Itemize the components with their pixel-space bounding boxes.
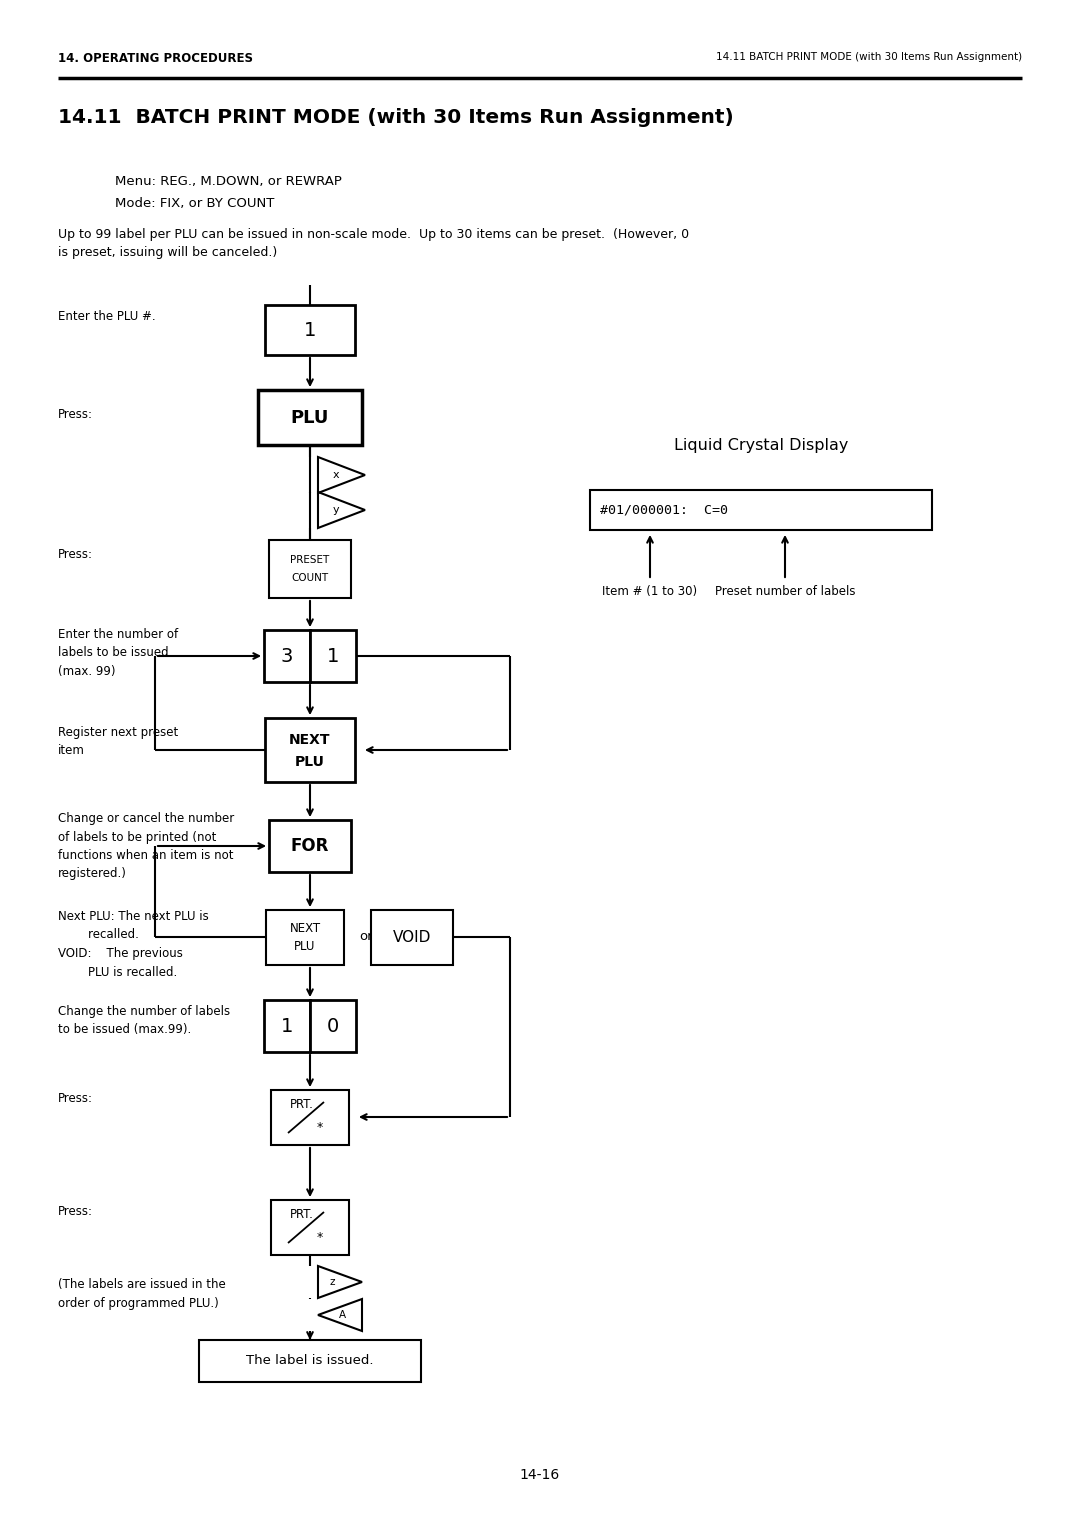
Text: Press:: Press: <box>58 547 93 561</box>
Text: Item # (1 to 30): Item # (1 to 30) <box>603 586 698 598</box>
Text: Mode: FIX, or BY COUNT: Mode: FIX, or BY COUNT <box>114 197 274 210</box>
Text: Change the number of labels
to be issued (max.99).: Change the number of labels to be issued… <box>58 1005 230 1037</box>
Text: PLU: PLU <box>295 755 325 769</box>
Bar <box>590 490 932 531</box>
Bar <box>269 820 351 872</box>
Text: FOR: FOR <box>291 837 329 856</box>
Bar <box>265 305 355 355</box>
Bar <box>310 630 356 682</box>
Bar <box>258 390 362 445</box>
Bar <box>264 1000 310 1052</box>
Text: 0: 0 <box>327 1017 339 1035</box>
Bar <box>265 718 355 782</box>
Text: NEXT: NEXT <box>289 734 330 747</box>
Text: *: * <box>316 1121 323 1133</box>
Text: Up to 99 label per PLU can be issued in non-scale mode.  Up to 30 items can be p: Up to 99 label per PLU can be issued in … <box>58 229 689 259</box>
Text: 3: 3 <box>281 647 293 665</box>
Bar <box>271 1200 349 1255</box>
Text: Liquid Crystal Display: Liquid Crystal Display <box>674 438 848 453</box>
Text: Press:: Press: <box>58 1092 93 1106</box>
Text: *: * <box>316 1231 323 1243</box>
Text: PRT.: PRT. <box>291 1098 314 1110</box>
Text: 14.11 BATCH PRINT MODE (with 30 Items Run Assignment): 14.11 BATCH PRINT MODE (with 30 Items Ru… <box>716 52 1022 63</box>
Text: The label is issued.: The label is issued. <box>246 1354 374 1368</box>
Bar <box>199 1340 421 1382</box>
Text: Next PLU: The next PLU is
        recalled.
VOID:    The previous
        PLU is: Next PLU: The next PLU is recalled. VOID… <box>58 910 208 979</box>
Bar <box>310 1000 356 1052</box>
Text: Press:: Press: <box>58 1205 93 1218</box>
Text: Enter the number of
labels to be issued
(max. 99): Enter the number of labels to be issued … <box>58 628 178 679</box>
Text: (The labels are issued in the
order of programmed PLU.): (The labels are issued in the order of p… <box>58 1278 226 1310</box>
Text: NEXT: NEXT <box>289 921 321 935</box>
Bar <box>266 910 345 965</box>
Bar <box>271 1090 349 1145</box>
Text: or: or <box>360 930 373 944</box>
Bar <box>269 540 351 598</box>
Text: 1: 1 <box>281 1017 293 1035</box>
Text: VOID: VOID <box>393 930 431 944</box>
Text: PLU: PLU <box>291 409 329 427</box>
Text: 1: 1 <box>327 647 339 665</box>
Text: Register next preset
item: Register next preset item <box>58 726 178 758</box>
Text: Change or cancel the number
of labels to be printed (not
functions when an item : Change or cancel the number of labels to… <box>58 811 234 880</box>
Text: PRT.: PRT. <box>291 1208 314 1220</box>
Text: Press:: Press: <box>58 409 93 421</box>
Text: 14-16: 14-16 <box>519 1469 561 1482</box>
Text: 1: 1 <box>303 320 316 340</box>
Text: PRESET: PRESET <box>291 555 329 564</box>
Text: 14. OPERATING PROCEDURES: 14. OPERATING PROCEDURES <box>58 52 253 66</box>
Text: Preset number of labels: Preset number of labels <box>715 586 855 598</box>
Text: x: x <box>333 470 339 480</box>
Text: PLU: PLU <box>295 939 315 953</box>
Text: z: z <box>329 1276 335 1287</box>
Text: Enter the PLU #.: Enter the PLU #. <box>58 310 156 323</box>
Text: y: y <box>333 505 339 515</box>
Bar <box>264 630 310 682</box>
Text: 14.11  BATCH PRINT MODE (with 30 Items Run Assignment): 14.11 BATCH PRINT MODE (with 30 Items Ru… <box>58 108 733 127</box>
Text: #01/000001:  C=0: #01/000001: C=0 <box>600 503 728 517</box>
Text: COUNT: COUNT <box>292 573 328 583</box>
Bar <box>372 910 453 965</box>
Text: Menu: REG., M.DOWN, or REWRAP: Menu: REG., M.DOWN, or REWRAP <box>114 175 342 188</box>
Text: A: A <box>338 1310 346 1321</box>
